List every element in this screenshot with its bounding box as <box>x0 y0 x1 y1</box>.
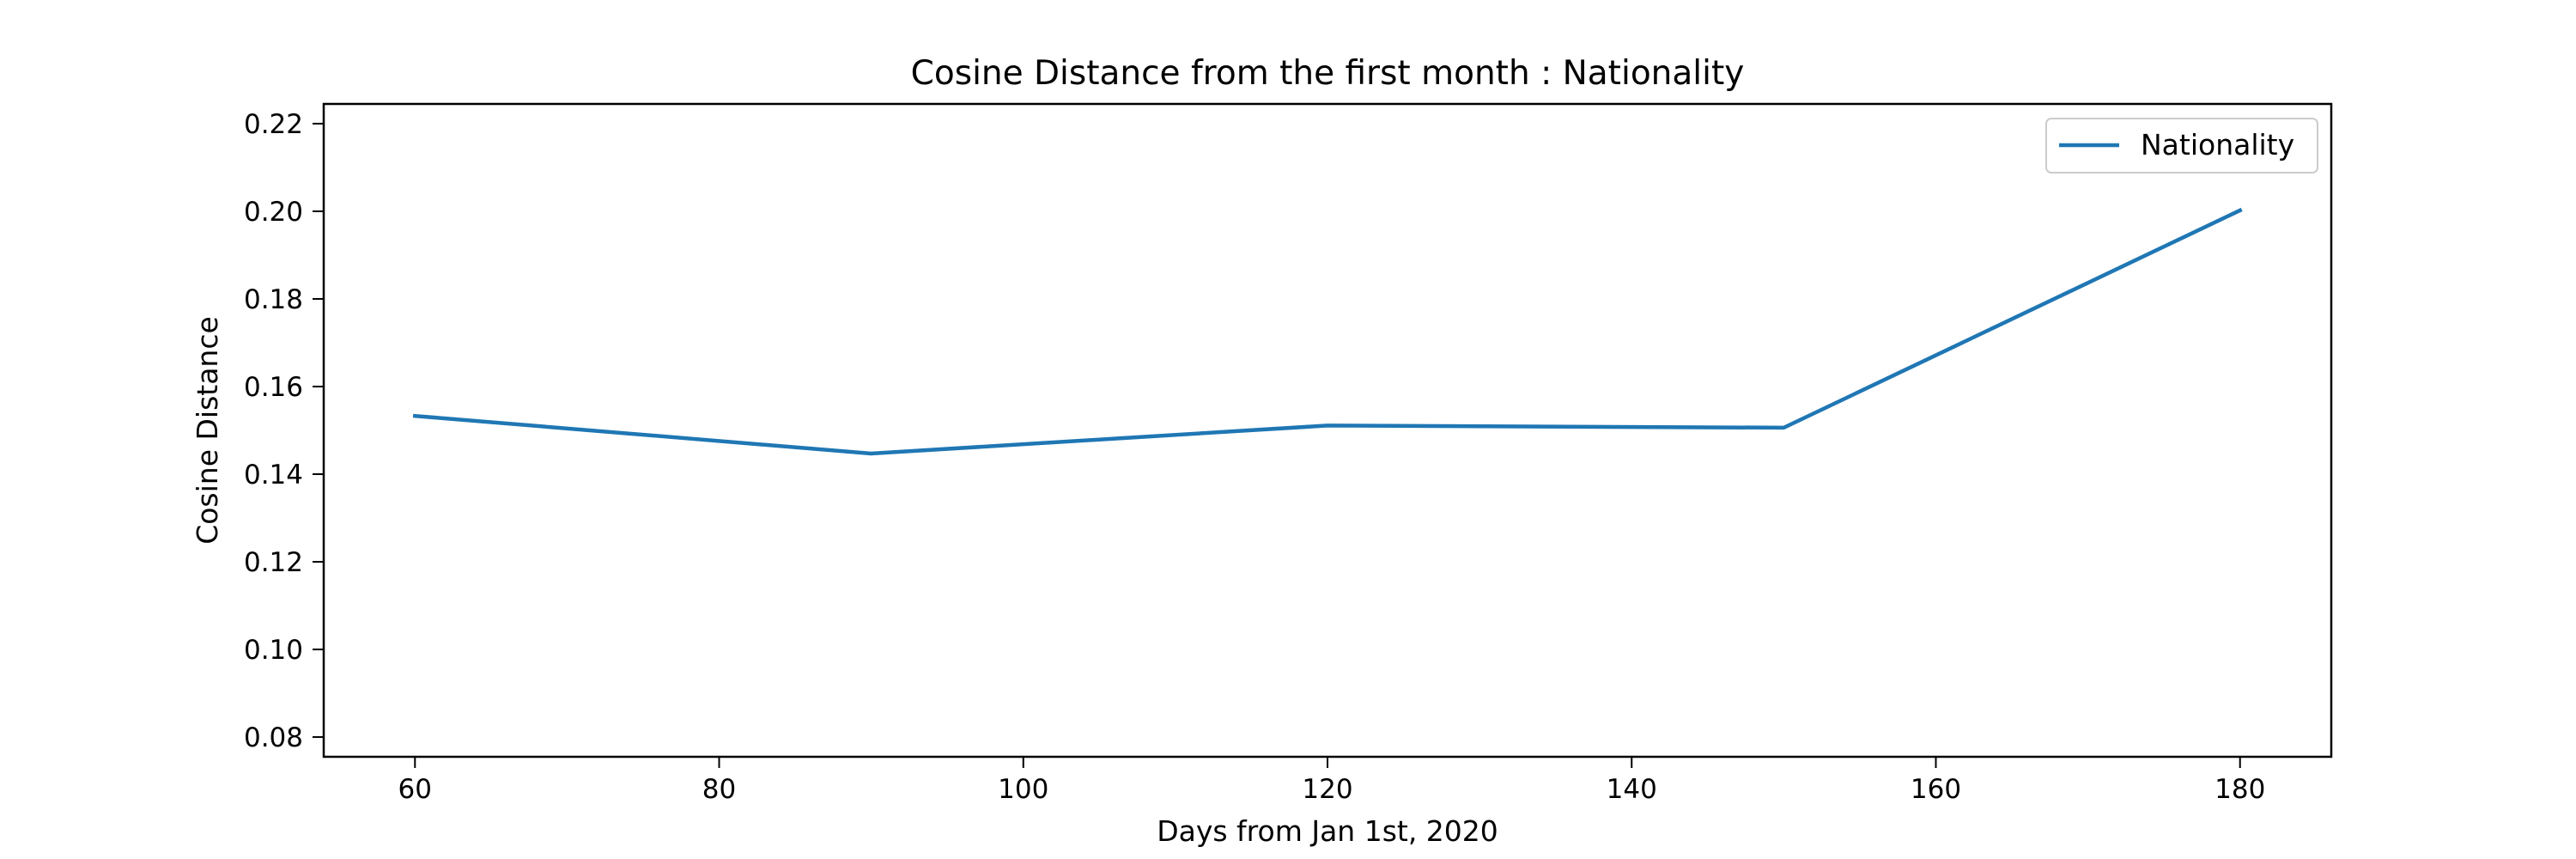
x-tick-label: 120 <box>1302 774 1352 805</box>
x-axis-label: Days from Jan 1st, 2020 <box>1157 814 1498 848</box>
plot-frame <box>322 102 2333 758</box>
series-line-nationality <box>412 207 2243 456</box>
x-tick-label: 100 <box>998 774 1048 805</box>
y-tick-label: 0.18 <box>244 284 303 315</box>
x-tick-label: 180 <box>2215 774 2265 805</box>
chart-title: Cosine Distance from the first month : N… <box>911 54 1745 93</box>
y-tick-label: 0.14 <box>244 460 303 490</box>
x-tick-label: 60 <box>398 774 432 805</box>
y-tick-label: 0.08 <box>244 722 303 753</box>
x-tick-label: 160 <box>1911 774 1961 805</box>
y-tick-label: 0.12 <box>244 547 303 578</box>
y-tick-label: 0.16 <box>244 372 303 403</box>
y-tick-label: 0.22 <box>244 109 303 140</box>
legend: Nationality <box>2045 118 2318 174</box>
y-tick-label: 0.10 <box>244 635 303 666</box>
legend-label-nationality: Nationality <box>2141 128 2294 161</box>
y-axis: 0.08 0.10 0.12 0.14 0.16 0.18 0.20 0.22 <box>244 109 324 753</box>
x-tick-label: 80 <box>702 774 736 805</box>
x-tick-label: 140 <box>1607 774 1657 805</box>
x-axis: 60 80 100 120 140 160 180 <box>398 757 2265 805</box>
legend-box <box>2045 118 2318 174</box>
y-axis-label: Cosine Distance <box>191 316 224 545</box>
y-tick-label: 0.20 <box>244 197 303 228</box>
